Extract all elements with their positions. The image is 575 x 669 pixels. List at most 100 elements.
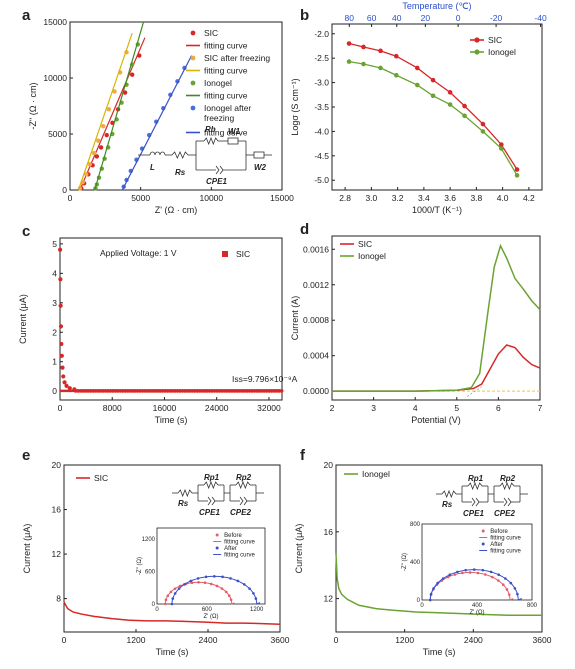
legend-label: fitting curve bbox=[204, 41, 248, 51]
warburg-symbol bbox=[253, 151, 265, 159]
top-axis-label: Temperature (℃) bbox=[402, 1, 471, 11]
y-axis-label: Current (μA) bbox=[294, 524, 304, 574]
data-point bbox=[462, 103, 467, 109]
y-tick-label: 0 bbox=[62, 185, 67, 195]
x-tick-label: 32000 bbox=[257, 403, 281, 413]
data-point bbox=[474, 49, 480, 55]
inset-legend-label: fitting curve bbox=[490, 536, 521, 542]
y-axis-label: -Z" (Ω · cm) bbox=[28, 83, 38, 130]
circuit-label-cpe1: CPE1 bbox=[463, 509, 484, 518]
data-point bbox=[177, 587, 181, 590]
inset-y-axis-label: -Z" (Ω) bbox=[137, 557, 143, 575]
top-tick-label: 60 bbox=[367, 13, 377, 23]
data-point bbox=[84, 172, 89, 177]
cpe-symbol bbox=[239, 496, 244, 506]
data-point bbox=[173, 587, 177, 590]
legend-label: Ionogel after bbox=[204, 103, 251, 113]
data-point bbox=[169, 590, 173, 594]
data-point bbox=[190, 105, 196, 111]
data-point bbox=[229, 577, 232, 580]
axes-frame bbox=[63, 464, 281, 633]
data-point bbox=[59, 341, 64, 347]
panel-a: 0 5000 10000 15000 0 5000 10000 15000 Z' (Ω · cm… bbox=[28, 17, 294, 215]
x-tick-label: 3 bbox=[371, 403, 376, 413]
cpe-symbol bbox=[507, 497, 512, 507]
data-point bbox=[378, 48, 383, 54]
cpe-symbol bbox=[211, 496, 216, 506]
data-point bbox=[227, 594, 231, 597]
data-point bbox=[428, 598, 432, 602]
annotation-steady-current: Iss=9.796×10⁻⁹A bbox=[232, 374, 298, 384]
data-point bbox=[104, 132, 109, 138]
y-tick-label: 0.0016 bbox=[303, 244, 329, 254]
y-tick-label: 4 bbox=[52, 268, 57, 278]
inset-y-tick-label: 0 bbox=[417, 598, 421, 604]
data-point bbox=[501, 583, 505, 586]
circuit-label-rs: Rs bbox=[178, 499, 189, 508]
inset-y-tick-label: 800 bbox=[410, 522, 421, 528]
top-tick-label: -40 bbox=[534, 13, 547, 23]
x-tick-label: 1200 bbox=[395, 635, 414, 645]
cpe-symbol bbox=[471, 497, 476, 507]
y-tick-label: 0 bbox=[52, 386, 57, 396]
x-tick-label: 4.0 bbox=[497, 193, 509, 203]
top-tick-label: 0 bbox=[456, 13, 461, 23]
legend-label: Ionogel bbox=[358, 251, 386, 261]
inset-fit-curve bbox=[171, 575, 261, 605]
x-tick-label: 0 bbox=[62, 635, 67, 645]
legend-label: Ionogel bbox=[204, 78, 232, 88]
data-point bbox=[58, 324, 64, 329]
series-line bbox=[335, 553, 542, 617]
x-axis-label: Time (s) bbox=[423, 647, 456, 657]
y-tick-label: -3.5 bbox=[314, 102, 329, 112]
y-tick-label: 20 bbox=[52, 460, 62, 470]
x-tick-label: 4 bbox=[413, 403, 418, 413]
data-point bbox=[516, 592, 519, 596]
y-tick-label: 20 bbox=[324, 460, 334, 470]
x-axis-label: 1000/T (K⁻¹) bbox=[412, 205, 462, 215]
circuit-label-rs: Rs bbox=[175, 168, 186, 177]
circuit-label-cpe1: CPE1 bbox=[199, 508, 220, 517]
data-point bbox=[248, 587, 251, 590]
data-point bbox=[236, 579, 240, 583]
inset-legend-label: fitting curve bbox=[224, 553, 255, 559]
resistor-symbol bbox=[235, 480, 251, 490]
y-tick-label: -2.5 bbox=[314, 53, 329, 63]
data-point bbox=[164, 598, 168, 602]
data-point bbox=[474, 37, 480, 43]
data-point bbox=[361, 44, 366, 50]
data-point bbox=[484, 573, 487, 576]
x-tick-label: 3.0 bbox=[365, 193, 377, 203]
circuit-label-rp2: Rp2 bbox=[236, 473, 252, 482]
data-point bbox=[203, 581, 207, 585]
fit-line bbox=[77, 33, 133, 191]
data-point bbox=[170, 602, 174, 606]
data-point bbox=[62, 380, 67, 385]
data-point bbox=[456, 570, 459, 574]
panel-d: 2 3 4 5 6 7 0.0000 0.0004 0.0008 0.0012 0.0016 Pote… bbox=[290, 235, 543, 425]
data-point bbox=[490, 575, 494, 579]
data-point bbox=[504, 577, 507, 580]
inset-fit-curve bbox=[164, 581, 235, 605]
data-point bbox=[346, 41, 352, 46]
equivalent-circuit: Rp1 Rp2 Rs CPE1 CPE2 bbox=[436, 474, 528, 518]
data-point bbox=[252, 592, 255, 595]
x-tick-label: 0 bbox=[334, 635, 339, 645]
y-tick-label: -4.0 bbox=[314, 126, 329, 136]
circuit-label-rs: Rs bbox=[442, 500, 453, 509]
data-point bbox=[346, 59, 352, 64]
data-point bbox=[101, 123, 106, 129]
resistor-symbol bbox=[441, 489, 457, 499]
legend-label: Ionogel bbox=[488, 47, 516, 57]
data-point bbox=[468, 571, 472, 574]
data-point bbox=[447, 102, 453, 107]
annotation-voltage: Applied Voltage: 1 V bbox=[100, 248, 177, 258]
x-tick-label: 3600 bbox=[271, 635, 290, 645]
x-tick-label: 5000 bbox=[131, 193, 150, 203]
data-point bbox=[513, 587, 517, 590]
series-line bbox=[332, 344, 541, 392]
data-point bbox=[242, 583, 246, 586]
circuit-label-w2: W2 bbox=[254, 163, 267, 172]
legend-label: fitting curve bbox=[204, 91, 248, 101]
axes-frame bbox=[59, 237, 283, 401]
